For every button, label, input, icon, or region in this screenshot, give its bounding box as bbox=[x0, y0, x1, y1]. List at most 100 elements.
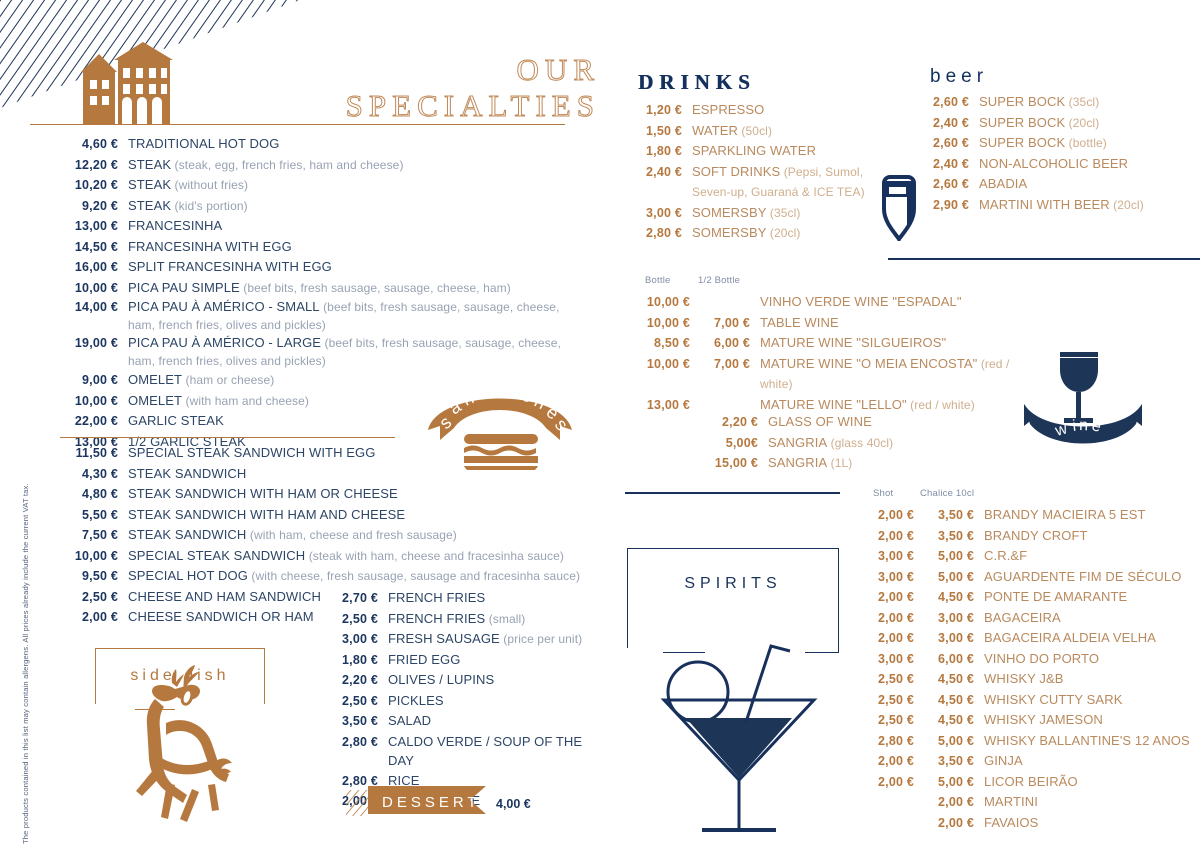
menu-row: Seven-up, Guaraná & ICE TEA) bbox=[638, 182, 878, 203]
menu-row-price-primary: 2,50 € bbox=[878, 692, 914, 707]
page-title-line1: OUR bbox=[516, 52, 600, 88]
menu-row-name: PICA PAU À AMÉRICO - LARGE (beef bits, f… bbox=[128, 334, 590, 370]
menu-row-price: 2,50 € bbox=[342, 611, 378, 626]
menu-row-name: FRENCH FRIES bbox=[388, 588, 485, 608]
menu-row-price: 1,80 € bbox=[646, 144, 682, 158]
menu-row-name: LICOR BEIRÃO bbox=[984, 772, 1078, 792]
menu-row-name: OMELET (with ham and cheese) bbox=[128, 391, 309, 412]
menu-row-name: AGUARDENTE FIM DE SÉCULO bbox=[984, 567, 1181, 587]
divider-spirits bbox=[625, 492, 840, 494]
menu-row-price-secondary: 3,50 € bbox=[938, 528, 974, 543]
menu-row-price-secondary: 5,00 € bbox=[938, 549, 974, 563]
menu-row-price: 10,20 € bbox=[74, 178, 118, 192]
menu-item-name: ESPRESSO bbox=[692, 102, 765, 117]
side-dish-list: 2,70 € FRENCH FRIES 2,50 € FRENCH FRIES (sm… bbox=[330, 588, 590, 812]
menu-row-price: 10,00 € bbox=[74, 280, 118, 295]
menu-row: 2,50 € 4,50 € WHISKY CUTTY SARK bbox=[866, 690, 1196, 711]
frame-gap-right bbox=[175, 704, 267, 711]
menu-row: 2,90 € MARTINI WITH BEER (20cl) bbox=[925, 195, 1185, 216]
spirits-label: SPIRITS bbox=[684, 575, 782, 592]
menu-item-note: (35cl) bbox=[1065, 95, 1100, 109]
spirits-col-shot: Shot bbox=[873, 488, 894, 499]
menu-row: 12,20 € STEAK (steak, egg, french fries, … bbox=[60, 155, 590, 176]
menu-row: 15,00 € SANGRIA (1L) bbox=[700, 453, 1000, 474]
menu-row-name: PICA PAU À AMÉRICO - SMALL (beef bits, f… bbox=[128, 298, 590, 334]
menu-row-name: SUPER BOCK (bottle) bbox=[979, 133, 1107, 154]
menu-item-name: SPARKLING WATER bbox=[692, 143, 817, 158]
menu-row-price: 7,50 € bbox=[82, 528, 118, 542]
menu-item-note: (kid's portion) bbox=[171, 198, 248, 213]
menu-row-name: CALDO VERDE / SOUP OF THE DAY bbox=[388, 732, 590, 771]
menu-item-name: FRANCESINHA bbox=[128, 218, 223, 233]
menu-row-name: FAVAIOS bbox=[984, 813, 1038, 833]
menu-row-name: STEAK SANDWICH WITH HAM AND CHEESE bbox=[128, 505, 405, 525]
menu-item-name: BAGACEIRA ALDEIA VELHA bbox=[984, 630, 1156, 645]
menu-item-name: SOMERSBY bbox=[692, 204, 767, 220]
menu-item-note: (beef bits, fresh sausage, sausage, chee… bbox=[239, 280, 511, 295]
menu-item-name: FRENCH FRIES bbox=[388, 590, 486, 605]
menu-item-name: FRIED EGG bbox=[388, 651, 461, 667]
menu-row: 10,00 € PICA PAU SIMPLE (beef bits, fresh… bbox=[60, 278, 590, 299]
menu-row-name: SPARKLING WATER bbox=[692, 141, 816, 161]
menu-row: 2,50 € CHEESE AND HAM SANDWICH bbox=[60, 587, 590, 608]
menu-row-price-secondary: 3,00 € bbox=[938, 631, 974, 645]
menu-row: 2,00 € CHEESE SANDWICH OR HAM bbox=[60, 607, 590, 628]
wine-col-bottle: Bottle bbox=[645, 275, 671, 286]
menu-item-name: GLASS OF WINE bbox=[768, 414, 872, 429]
svg-text:i: i bbox=[1072, 418, 1077, 435]
menu-row-price: 2,20 € bbox=[722, 415, 758, 429]
menu-item-note: (glass 40cl) bbox=[827, 435, 894, 450]
menu-row-name: FRANCESINHA WITH EGG bbox=[128, 237, 292, 257]
menu-row-price: 2,90 € bbox=[933, 197, 969, 212]
menu-row-name: VINHO DO PORTO bbox=[984, 649, 1099, 669]
menu-row-price: 2,60 € bbox=[933, 95, 969, 109]
dessert-price: 4,00 € bbox=[496, 797, 531, 811]
menu-row-name: SPLIT FRANCESINHA WITH EGG bbox=[128, 257, 332, 277]
menu-row-price: 2,40 € bbox=[646, 164, 682, 179]
menu-row: 9,50 € SPECIAL HOT DOG (with cheese, fres… bbox=[60, 566, 590, 587]
menu-row-price: 2,80 € bbox=[646, 226, 682, 240]
menu-row: 7,50 € STEAK SANDWICH (with ham, cheese a… bbox=[60, 525, 590, 546]
menu-row: 2,00 € 5,00 € LICOR BEIRÃO bbox=[866, 772, 1196, 793]
menu-row: 10,00 € 7,00 € MATURE WINE "O MEIA ENCOSTA… bbox=[638, 354, 1038, 395]
menu-row-name: OMELET (ham or cheese) bbox=[128, 370, 274, 391]
menu-row: 2,00 € 4,50 € PONTE DE AMARANTE bbox=[866, 587, 1196, 608]
menu-row-price: 2,80 € bbox=[342, 773, 378, 788]
menu-item-note: (with cheese, fresh sausage, sausage and… bbox=[247, 569, 581, 583]
frame-gap-left bbox=[95, 704, 135, 711]
menu-item-name: STEAK SANDWICH bbox=[128, 527, 247, 542]
menu-row-name: MATURE WINE "LELLO" (red / white) bbox=[760, 395, 975, 416]
divider-sandwiches bbox=[60, 437, 395, 438]
menu-item-name: FAVAIOS bbox=[984, 814, 1039, 830]
spirits-col-chalice: Chalice 10cl bbox=[920, 488, 975, 499]
menu-row: 2,00 € FAVAIOS bbox=[866, 813, 1196, 834]
menu-item-name: TABLE WINE bbox=[760, 314, 839, 330]
menu-row: 2,80 € RICE bbox=[330, 771, 590, 792]
menu-row-price: 11,50 € bbox=[75, 446, 118, 460]
menu-item-name: STEAK bbox=[128, 177, 172, 192]
menu-item-note: (small) bbox=[485, 611, 526, 626]
menu-row: 10,00 € VINHO VERDE WINE "ESPADAL" bbox=[638, 292, 1038, 313]
menu-row-price-secondary: 5,00 € bbox=[938, 733, 974, 748]
menu-item-note: (red / white) bbox=[760, 356, 1010, 392]
menu-item-name: WHISKY CUTTY SARK bbox=[984, 691, 1123, 707]
menu-row: 10,00 € SPECIAL STEAK SANDWICH (steak wit… bbox=[60, 546, 590, 567]
menu-item-name: SALAD bbox=[388, 713, 432, 728]
menu-item-name: CHEESE AND HAM SANDWICH bbox=[128, 588, 321, 604]
page-title-line2: SPECIALTIES bbox=[345, 88, 600, 124]
menu-row-price: 2,40 € bbox=[933, 115, 969, 130]
menu-item-name: STEAK SANDWICH WITH HAM AND CHEESE bbox=[128, 506, 406, 522]
menu-row-name: CHEESE AND HAM SANDWICH bbox=[128, 587, 321, 607]
menu-row-name: SOMERSBY (35cl) bbox=[692, 203, 801, 224]
menu-row-price: 1,80 € bbox=[342, 652, 378, 667]
menu-row-name: GARLIC STEAK bbox=[128, 411, 224, 431]
menu-row-price-primary: 8,50 € bbox=[654, 336, 690, 350]
menu-row-name: CHEESE SANDWICH OR HAM bbox=[128, 607, 314, 627]
menu-row-name: WATER (50cl) bbox=[692, 121, 772, 142]
menu-row-price-primary: 2,50 € bbox=[878, 713, 914, 727]
sandwiches-list: 11,50 € SPECIAL STEAK SANDWICH WITH EGG 4,… bbox=[60, 443, 590, 628]
menu-row: 10,20 € STEAK (without fries) bbox=[60, 175, 590, 196]
menu-item-name: C.R.&F bbox=[984, 548, 1028, 563]
menu-item-name: VINHO VERDE WINE "ESPADAL" bbox=[760, 294, 962, 309]
menu-row-price-primary: 10,00 € bbox=[646, 356, 690, 371]
